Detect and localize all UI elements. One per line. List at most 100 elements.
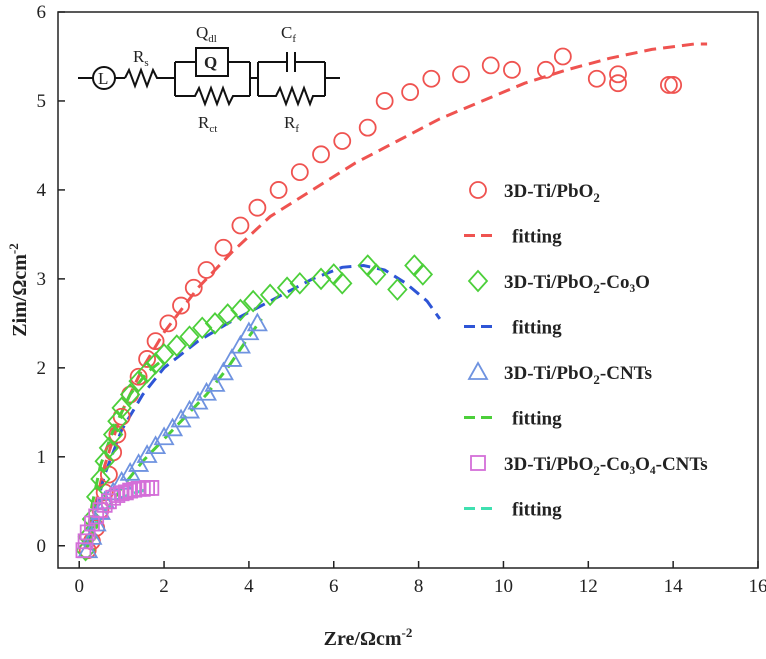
point-s2-5 bbox=[94, 449, 115, 473]
x-axis-label: Zre/Ωcm-2 bbox=[324, 625, 413, 650]
point-s4-8 bbox=[105, 489, 122, 506]
point-s1-7 bbox=[108, 425, 127, 444]
point-s1-33 bbox=[587, 69, 606, 88]
point-s1-24 bbox=[358, 118, 377, 137]
point-s2-12 bbox=[136, 360, 158, 384]
rct-resistor bbox=[175, 85, 250, 107]
point-s1-21 bbox=[290, 163, 309, 182]
point-s2-23 bbox=[276, 276, 298, 300]
point-s1-18 bbox=[231, 216, 250, 235]
equivalent-circuit-inset: L Rs Q Qdl Rct Cf Rf bbox=[78, 23, 340, 135]
point-s2-19 bbox=[217, 303, 238, 326]
legend-label-s4: 3D-Ti/PbO2-Co₃O₄-CNTs bbox=[504, 454, 708, 478]
point-s2-4 bbox=[90, 467, 111, 491]
legend-item-f4: fitting bbox=[464, 500, 562, 521]
point-s1-16 bbox=[197, 261, 216, 279]
point-s2-22 bbox=[259, 283, 281, 307]
rs-resistor bbox=[124, 67, 175, 89]
point-s2-15 bbox=[166, 334, 187, 357]
legend-item-f1: fitting bbox=[464, 227, 562, 248]
point-s1-12 bbox=[146, 332, 165, 351]
point-s4-11 bbox=[117, 484, 134, 501]
x-tick-label: 2 bbox=[159, 576, 169, 597]
rf-label: Rf bbox=[284, 113, 299, 135]
point-s1-14 bbox=[172, 296, 190, 315]
legend-item-s1: 3D-Ti/PbO2 bbox=[469, 181, 600, 205]
point-s2-21 bbox=[242, 289, 264, 313]
fit-line-f1 bbox=[86, 42, 708, 547]
fit-line-f2 bbox=[86, 263, 442, 547]
point-s4-0 bbox=[75, 542, 92, 559]
cf-label: Cf bbox=[281, 23, 296, 45]
legend: 3D-Ti/PbO2 fitting 3D-Ti/PbO2-Co₃O fitting 3… bbox=[464, 181, 708, 521]
legend-item-s3: 3D-Ti/PbO2-CNTs bbox=[467, 361, 652, 387]
point-s1-13 bbox=[159, 314, 178, 333]
point-s2-24 bbox=[289, 271, 311, 295]
y-tick-label: 5 bbox=[37, 91, 47, 112]
qdl-box-label: Q bbox=[204, 53, 217, 72]
point-s1-37 bbox=[664, 76, 683, 94]
point-s1-30 bbox=[503, 60, 521, 79]
point-s1-34 bbox=[609, 74, 627, 93]
point-s3-19 bbox=[221, 348, 243, 367]
point-s1-32 bbox=[553, 47, 572, 66]
legend-label-s1: 3D-Ti/PbO2 bbox=[504, 181, 600, 205]
point-s1-31 bbox=[536, 60, 555, 79]
y-tick-label: 0 bbox=[37, 536, 47, 557]
point-s2-6 bbox=[98, 436, 120, 460]
legend-item-f2: fitting bbox=[464, 318, 562, 339]
point-s3-17 bbox=[204, 373, 226, 392]
rs-label: Rs bbox=[133, 47, 149, 69]
legend-label-f2: fitting bbox=[512, 318, 562, 339]
point-s1-17 bbox=[214, 238, 233, 257]
point-s1-11 bbox=[138, 350, 156, 368]
x-tick-label: 0 bbox=[74, 576, 84, 597]
point-s4-1 bbox=[77, 533, 94, 550]
point-s1-8 bbox=[112, 407, 131, 426]
legend-item-s4: 3D-Ti/PbO2-Co₃O₄-CNTs bbox=[470, 454, 708, 478]
point-s2-27 bbox=[332, 271, 353, 295]
point-s3-22 bbox=[246, 312, 268, 332]
legend-swatch-s1 bbox=[469, 181, 487, 199]
point-s2-29 bbox=[365, 263, 387, 286]
x-tick-label: 16 bbox=[749, 576, 766, 597]
point-s2-18 bbox=[204, 312, 226, 335]
point-s2-17 bbox=[192, 316, 213, 340]
legend-swatch-s4 bbox=[470, 455, 486, 471]
y-tick-label: 2 bbox=[37, 358, 47, 379]
x-tick-label: 10 bbox=[494, 576, 513, 597]
point-s1-22 bbox=[312, 145, 330, 164]
legend-label-f1: fitting bbox=[512, 227, 562, 248]
legend-item-f3: fitting bbox=[464, 409, 562, 430]
point-s2-13 bbox=[145, 352, 166, 375]
point-s4-2 bbox=[79, 524, 96, 541]
legend-item-s2: 3D-Ti/PbO2-Co₃O bbox=[467, 269, 650, 296]
legend-swatch-s3 bbox=[467, 361, 489, 380]
x-tick-label: 8 bbox=[414, 576, 424, 597]
point-s1-26 bbox=[401, 83, 420, 101]
point-s2-14 bbox=[153, 343, 175, 366]
point-s1-36 bbox=[660, 76, 678, 94]
legend-label-f4: fitting bbox=[512, 500, 562, 521]
point-s1-25 bbox=[375, 92, 394, 110]
point-s1-10 bbox=[129, 367, 148, 386]
plot-area bbox=[75, 42, 708, 562]
point-s2-11 bbox=[128, 369, 149, 393]
y-tick-label: 3 bbox=[37, 269, 47, 290]
y-tick-label: 1 bbox=[37, 447, 47, 468]
point-s1-15 bbox=[184, 278, 203, 297]
point-s4-17 bbox=[143, 480, 160, 496]
point-s1-29 bbox=[481, 56, 500, 75]
point-s2-8 bbox=[107, 409, 128, 433]
legend-label-s3: 3D-Ti/PbO2-CNTs bbox=[504, 363, 652, 387]
point-s2-7 bbox=[102, 423, 124, 446]
point-s1-28 bbox=[452, 65, 470, 84]
x-tick-label: 14 bbox=[664, 576, 684, 597]
point-s1-19 bbox=[248, 198, 267, 217]
rct-label: Rct bbox=[198, 113, 217, 135]
point-s4-5 bbox=[92, 502, 109, 519]
point-s2-10 bbox=[119, 383, 141, 406]
legend-label-s2: 3D-Ti/PbO2-Co₃O bbox=[504, 272, 650, 296]
